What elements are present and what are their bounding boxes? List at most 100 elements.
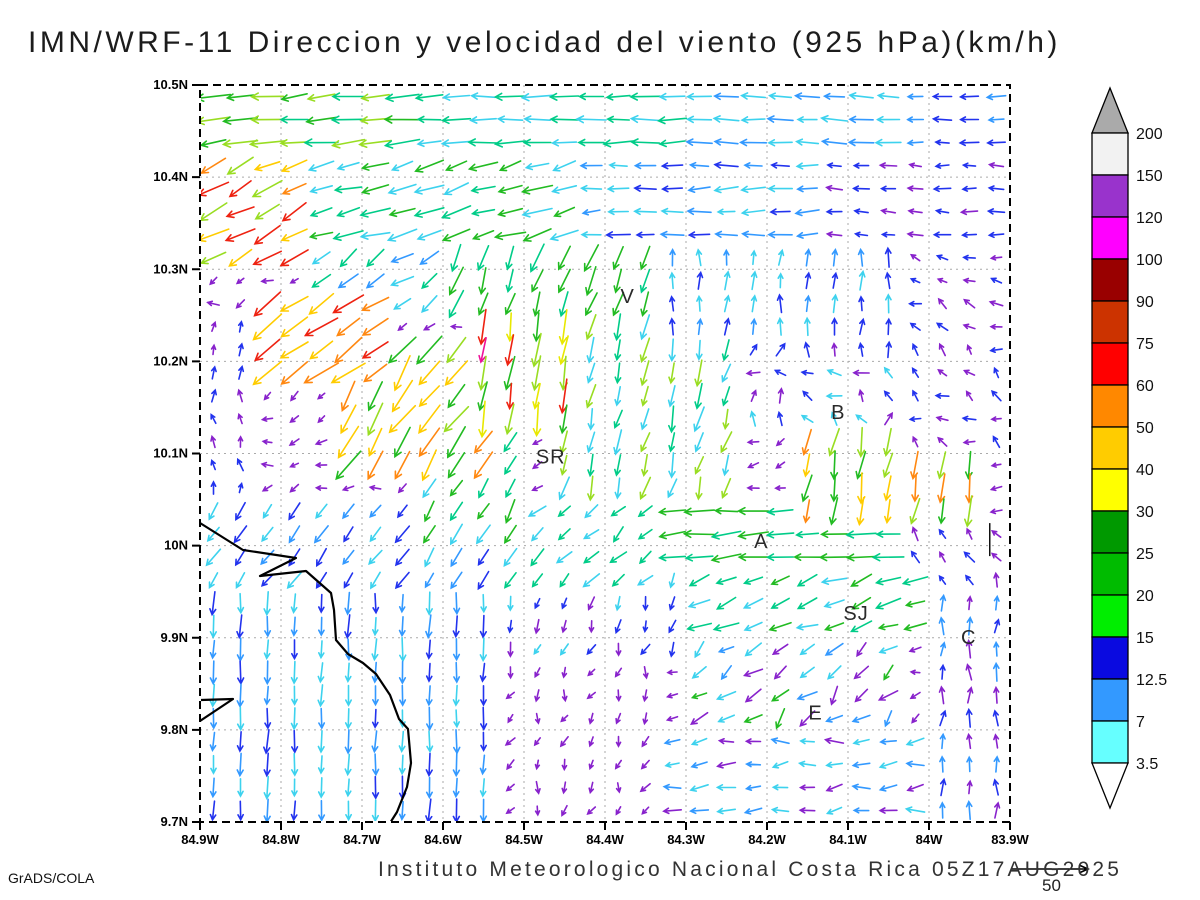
wind-arrow <box>685 138 713 146</box>
wind-arrow <box>383 115 421 124</box>
wind-arrow <box>317 730 325 754</box>
wind-arrow <box>286 571 302 590</box>
wind-arrow <box>640 291 650 318</box>
wind-arrow <box>690 737 708 746</box>
wind-arrow <box>388 207 416 218</box>
wind-arrow <box>584 504 599 519</box>
wind-arrow <box>561 597 568 610</box>
wind-arrow <box>912 342 919 356</box>
wind-arrow <box>932 185 952 193</box>
wind-arrow <box>853 231 869 238</box>
colorbar-box <box>1091 636 1129 680</box>
wind-arrow <box>668 317 676 336</box>
wind-arrow <box>336 206 361 218</box>
wind-arrow <box>777 410 783 427</box>
wind-arrow <box>421 449 437 482</box>
wind-arrow <box>858 341 865 357</box>
wind-arrow <box>909 691 921 700</box>
wind-arrow <box>796 597 818 610</box>
wind-arrow <box>532 291 541 318</box>
wind-arrow <box>966 595 973 611</box>
wind-arrow <box>687 599 711 609</box>
footer-caption: Instituto Meteorologico Nacional Costa R… <box>378 858 1123 881</box>
wind-arrow <box>453 709 460 729</box>
wind-arrow <box>773 369 787 377</box>
wind-arrow <box>211 388 217 403</box>
wind-arrow <box>210 434 216 449</box>
wind-arrow <box>911 713 920 724</box>
wind-arrow <box>452 777 460 799</box>
wind-arrow <box>368 427 383 457</box>
wind-arrow <box>987 162 1005 169</box>
wind-arrow <box>550 139 578 147</box>
wind-arrow <box>937 436 948 447</box>
wind-arrow <box>612 246 624 271</box>
wind-arrow <box>281 202 307 222</box>
wind-arrow <box>478 267 487 296</box>
wind-arrow <box>360 184 390 195</box>
wind-arrow <box>561 689 568 703</box>
colorbar-label: 120 <box>1136 210 1163 227</box>
wind-arrow <box>561 619 567 634</box>
wind-arrow <box>548 92 580 101</box>
wind-arrow <box>988 300 1004 307</box>
wind-arrow <box>771 784 789 791</box>
wind-arrow <box>607 208 629 216</box>
wind-arrow <box>425 752 433 778</box>
wind-arrow <box>583 244 600 273</box>
wind-arrow <box>854 688 869 703</box>
wind-arrow <box>741 230 766 238</box>
wind-arrow <box>825 761 843 769</box>
wind-arrow <box>993 618 1001 634</box>
wind-arrow <box>425 591 433 616</box>
wind-arrow <box>875 530 901 538</box>
wind-arrow <box>372 616 379 637</box>
colorbar-label: 3.5 <box>1136 756 1158 773</box>
wind-arrow <box>585 292 598 317</box>
wind-arrow <box>717 646 735 654</box>
wind-arrow <box>688 574 710 587</box>
wind-arrow <box>421 272 438 290</box>
wind-arrow <box>280 316 309 338</box>
wind-arrow <box>307 160 335 172</box>
wind-arrow <box>332 230 364 241</box>
wind-arrow <box>938 498 946 525</box>
wind-arrow <box>238 364 245 380</box>
wind-arrow <box>264 615 272 638</box>
wind-arrow <box>613 429 623 456</box>
wind-arrow <box>770 597 790 609</box>
colorbar-label: 12.5 <box>1136 672 1167 689</box>
wind-arrow <box>317 755 325 775</box>
wind-arrow <box>505 269 514 294</box>
wind-arrow <box>993 640 1000 657</box>
wind-arrow <box>359 231 391 240</box>
wind-arrow <box>962 369 976 376</box>
wind-arrow <box>314 439 328 446</box>
wind-arrow <box>371 708 379 729</box>
wind-arrow <box>507 713 514 724</box>
wind-arrow <box>938 528 947 539</box>
wind-arrow <box>560 714 569 723</box>
wind-arrow <box>507 595 514 612</box>
wind-arrow <box>715 784 737 791</box>
wind-arrow <box>391 379 414 413</box>
wind-arrow <box>221 139 259 148</box>
wind-arrow <box>994 801 1001 819</box>
wind-arrow <box>615 642 622 657</box>
wind-arrow <box>317 662 325 684</box>
wind-arrow <box>877 623 899 631</box>
wind-arrow <box>736 506 770 516</box>
wind-arrow <box>236 706 245 732</box>
wind-arrow <box>639 268 651 294</box>
colorbar-label: 60 <box>1136 378 1154 395</box>
wind-arrow <box>901 576 929 586</box>
wind-arrow <box>990 529 1002 538</box>
wind-arrow <box>303 362 340 384</box>
wind-arrow <box>394 571 410 590</box>
wind-arrow <box>743 162 763 169</box>
colorbar-label: 7 <box>1136 714 1145 731</box>
wind-arrow <box>469 116 497 124</box>
wind-arrow <box>822 92 846 100</box>
lon-label: 84.1W <box>829 832 867 847</box>
wind-arrow <box>473 430 493 454</box>
